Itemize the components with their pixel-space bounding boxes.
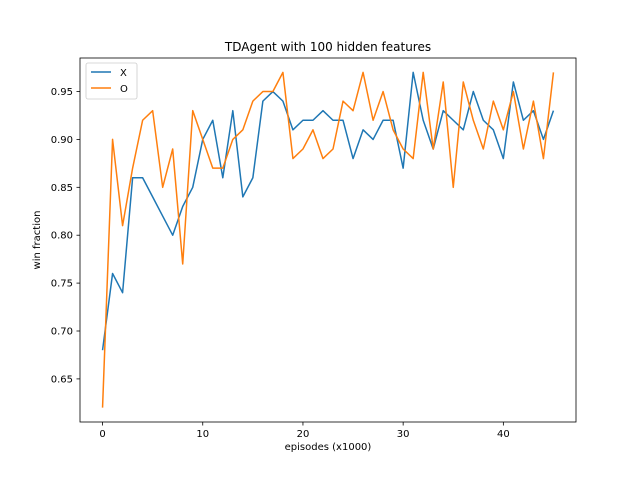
series-line-x (101, 71, 555, 351)
x-tick-label: 40 (497, 429, 510, 440)
x-tick-label: 0 (99, 429, 105, 440)
chart-title: TDAgent with 100 hidden features (224, 40, 431, 54)
legend-label-o: O (120, 84, 128, 95)
series-line-o (101, 71, 555, 408)
y-axis: 0.65 0.70 0.75 0.80 0.85 0.90 0.95 (51, 87, 80, 385)
x-tick-label: 30 (397, 429, 410, 440)
y-tick-label: 0.80 (51, 231, 73, 242)
y-tick-label: 0.70 (51, 327, 73, 338)
x-axis: 0 10 20 30 40 (99, 422, 510, 440)
y-tick-label: 0.75 (51, 279, 73, 290)
x-axis-label: episodes (x1000) (285, 442, 372, 453)
y-axis-label: win fraction (32, 211, 43, 270)
plot-lines (101, 71, 555, 408)
plot-frame (79, 57, 577, 423)
y-tick-label: 0.65 (51, 374, 73, 385)
legend: X O (85, 62, 138, 100)
y-tick-label: 0.85 (51, 183, 73, 194)
y-tick-label: 0.95 (51, 87, 73, 98)
y-tick-label: 0.90 (51, 135, 73, 146)
x-tick-label: 20 (297, 429, 310, 440)
legend-box (85, 62, 138, 100)
x-tick-label: 10 (196, 429, 209, 440)
legend-label-x: X (120, 68, 127, 79)
